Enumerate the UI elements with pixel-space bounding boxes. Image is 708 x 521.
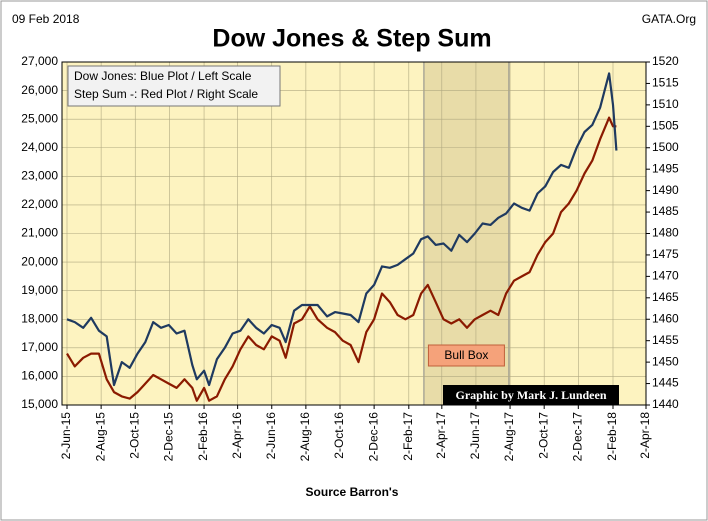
chart-title: Dow Jones & Step Sum xyxy=(212,25,491,53)
y2-tick-label: 1450 xyxy=(652,354,679,368)
y2-tick-label: 1470 xyxy=(652,269,679,283)
x-tick-label: 2-Jun-15 xyxy=(59,412,73,460)
y-tick-label: 25,000 xyxy=(21,111,58,125)
y-tick-label: 22,000 xyxy=(21,197,58,211)
y-tick-label: 16,000 xyxy=(21,369,58,383)
y2-tick-label: 1460 xyxy=(652,311,679,325)
source-label: GATA.Org xyxy=(642,12,696,26)
x-tick-label: 2-Apr-17 xyxy=(434,412,448,459)
x-tick-label: 2-Feb-16 xyxy=(196,412,210,461)
x-tick-label: 2-Apr-18 xyxy=(638,412,652,459)
series-line xyxy=(66,116,617,402)
y2-tick-label: 1480 xyxy=(652,226,679,240)
y2-tick-label: 1465 xyxy=(652,290,679,304)
bull-box-label: Bull Box xyxy=(444,348,488,362)
x-tick-label: 2-Jun-16 xyxy=(264,412,278,460)
y2-tick-label: 1510 xyxy=(652,97,679,111)
credit-bg xyxy=(443,385,619,405)
x-tick-label: 2-Dec-17 xyxy=(570,412,584,462)
y-tick-label: 27,000 xyxy=(21,54,58,68)
x-tick-label: 2-Apr-16 xyxy=(230,412,244,459)
y2-tick-label: 1490 xyxy=(652,183,679,197)
y-tick-label: 23,000 xyxy=(21,169,58,183)
x-tick-label: 2-Oct-15 xyxy=(127,412,141,459)
x-tick-label: 2-Jun-17 xyxy=(468,412,482,460)
y-tick-label: 20,000 xyxy=(21,254,58,268)
y-tick-label: 26,000 xyxy=(21,83,58,97)
y2-tick-label: 1455 xyxy=(652,333,679,347)
y-tick-label: 15,000 xyxy=(21,397,58,411)
plot-border xyxy=(61,61,647,406)
y2-tick-label: 1520 xyxy=(652,54,679,68)
y-tick-label: 17,000 xyxy=(21,340,58,354)
y-tick-label: 24,000 xyxy=(21,140,58,154)
y-tick-label: 21,000 xyxy=(21,226,58,240)
x-tick-label: 2-Feb-17 xyxy=(401,412,415,461)
x-tick-label: 2-Dec-16 xyxy=(366,412,380,462)
y-tick-label: 18,000 xyxy=(21,311,58,325)
x-axis-label: Source Barron's xyxy=(306,485,399,499)
x-tick-label: 2-Feb-18 xyxy=(605,412,619,461)
plot: 15,000 16,000 17,000 18,000 19,000 20,000 21,0… xyxy=(21,54,679,461)
legend-entry: Dow Jones: Blue Plot / Left Scale xyxy=(74,69,252,83)
x-tick-label: 2-Aug-16 xyxy=(298,412,312,462)
y2-tick-label: 1500 xyxy=(652,140,679,154)
x-tick-label: 2-Oct-16 xyxy=(332,412,346,459)
bull-box-label-bg xyxy=(427,344,505,367)
y2-tick-label: 1475 xyxy=(652,247,679,261)
x-tick-label: 2-Oct-17 xyxy=(536,412,550,459)
x-tick-label: 2-Aug-17 xyxy=(502,412,516,462)
x-tick-label: 2-Dec-15 xyxy=(162,412,176,462)
x-tick-label: 2-Aug-15 xyxy=(93,412,107,462)
y2-tick-label: 1445 xyxy=(652,376,679,390)
y2-tick-label: 1440 xyxy=(652,397,679,411)
y2-tick-label: 1505 xyxy=(652,118,679,132)
y2-tick-label: 1515 xyxy=(652,76,679,90)
legend-box xyxy=(67,65,281,107)
series-line xyxy=(66,72,618,387)
y2-tick-label: 1485 xyxy=(652,204,679,218)
date-label: 09 Feb 2018 xyxy=(12,12,80,26)
y-tick-label: 19,000 xyxy=(21,283,58,297)
legend-entry: Step Sum -: Red Plot / Right Scale xyxy=(74,87,258,101)
y2-tick-label: 1495 xyxy=(652,161,679,175)
credit: Graphic by Mark J. Lundeen xyxy=(455,388,606,402)
